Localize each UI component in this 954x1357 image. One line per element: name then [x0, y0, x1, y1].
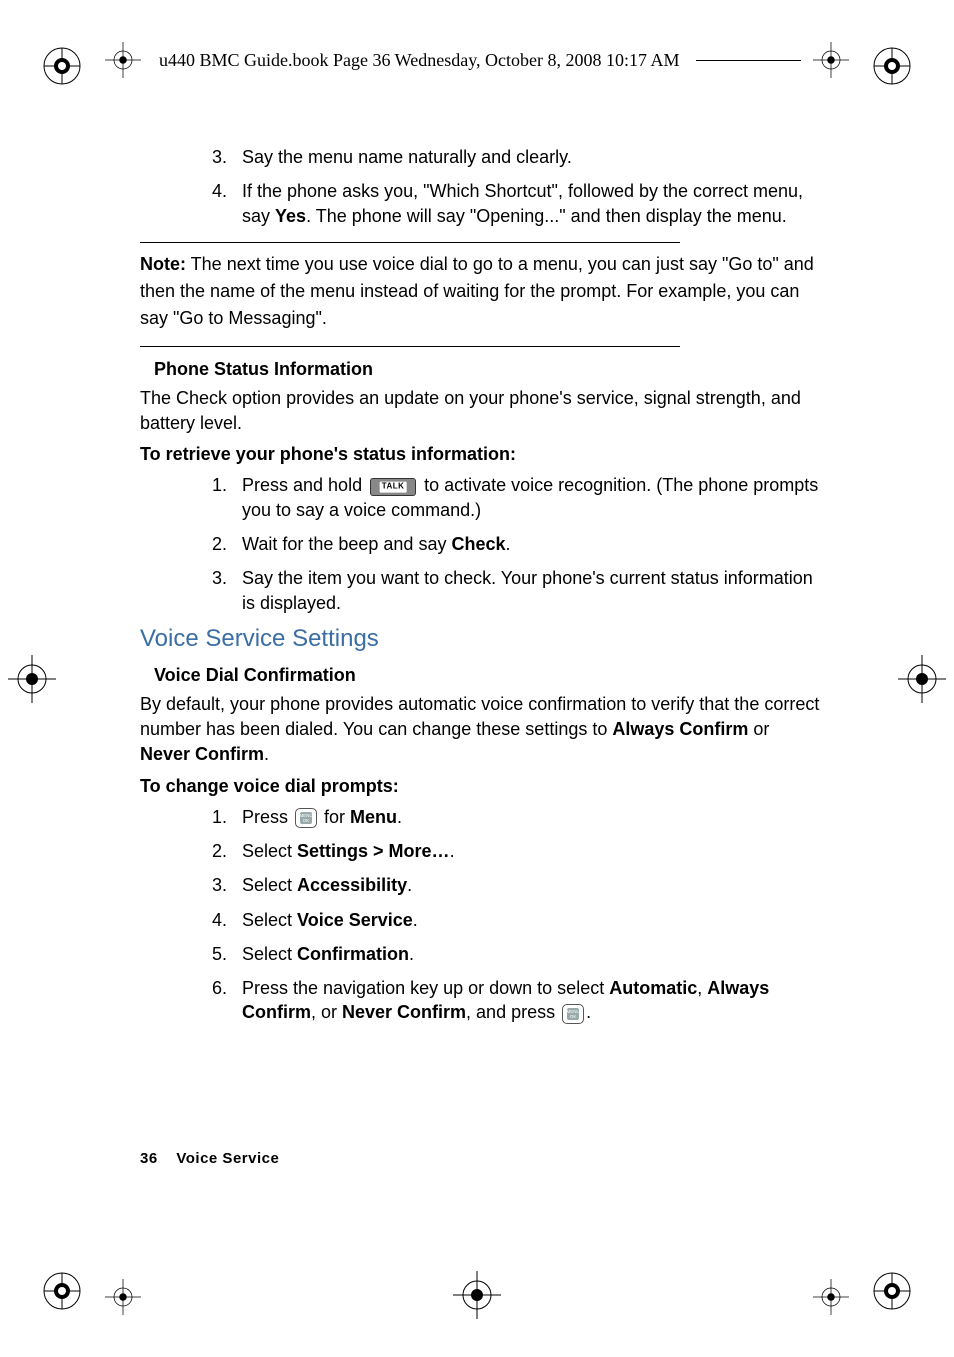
menu-ok-key-icon — [295, 808, 317, 828]
paragraph: By default, your phone provides automati… — [140, 692, 820, 768]
step-number: 5. — [212, 942, 242, 966]
footer-section: Voice Service — [176, 1150, 279, 1167]
crop-mark-icon — [105, 1279, 141, 1315]
note-text: The next time you use voice dial to go t… — [140, 254, 814, 328]
text: or — [748, 719, 769, 739]
subheading: Phone Status Information — [154, 359, 820, 380]
text: , or — [311, 1002, 342, 1022]
crop-mark-icon — [38, 42, 86, 90]
list-item: 4. Select Voice Service. — [212, 908, 820, 932]
step-text: If the phone asks you, "Which Shortcut",… — [242, 179, 820, 228]
step-text: Press the navigation key up or down to s… — [242, 976, 820, 1025]
text: Select — [242, 875, 297, 895]
talk-key-icon — [370, 478, 416, 496]
text: Select — [242, 944, 297, 964]
divider — [140, 346, 680, 347]
step-number: 1. — [212, 805, 242, 829]
step-text: Select Settings > More…. — [242, 839, 820, 863]
text: . — [413, 910, 418, 930]
text: Press the navigation key up or down to s… — [242, 978, 609, 998]
list-item: 1. Press for Menu. — [212, 805, 820, 829]
step-number: 6. — [212, 976, 242, 1025]
list-item: 3. Select Accessibility. — [212, 873, 820, 897]
crop-mark-icon — [898, 655, 946, 703]
text: Press and hold — [242, 475, 367, 495]
step-number: 3. — [212, 566, 242, 615]
page-footer: 36 Voice Service — [140, 1150, 279, 1167]
page-content: 3. Say the menu name naturally and clear… — [140, 145, 820, 1035]
step-text: Select Accessibility. — [242, 873, 820, 897]
subheading: Voice Dial Confirmation — [154, 665, 820, 686]
text: , and press — [466, 1002, 560, 1022]
step-text: Select Voice Service. — [242, 908, 820, 932]
list-item: 6. Press the navigation key up or down t… — [212, 976, 820, 1025]
paragraph: The Check option provides an update on y… — [140, 386, 820, 436]
page-number: 36 — [140, 1150, 158, 1167]
list-item: 2. Select Settings > More…. — [212, 839, 820, 863]
crop-mark-icon — [868, 1267, 916, 1315]
divider — [140, 242, 680, 243]
crop-mark-icon — [38, 1267, 86, 1315]
text: . — [450, 841, 455, 861]
list-item: 3. Say the menu name naturally and clear… — [212, 145, 820, 169]
step-number: 3. — [212, 145, 242, 169]
step-text: Say the menu name naturally and clearly. — [242, 145, 820, 169]
bold-text: Voice Service — [297, 910, 413, 930]
text: , — [697, 978, 707, 998]
step-text: Press for Menu. — [242, 805, 820, 829]
list-item: 3. Say the item you want to check. Your … — [212, 566, 820, 615]
step-number: 2. — [212, 532, 242, 556]
bold-text: Settings > More… — [297, 841, 450, 861]
text: . — [264, 744, 269, 764]
note-block: Note: The next time you use voice dial t… — [140, 251, 820, 332]
text: . — [409, 944, 414, 964]
text: . — [397, 807, 402, 827]
text: Select — [242, 910, 297, 930]
step-number: 1. — [212, 473, 242, 522]
step-text: Select Confirmation. — [242, 942, 820, 966]
howto-heading: To change voice dial prompts: — [140, 774, 820, 799]
bold-text: Accessibility — [297, 875, 407, 895]
text: . — [586, 1002, 591, 1022]
bold-text: Confirmation — [297, 944, 409, 964]
text: . The phone will say "Opening..." and th… — [306, 206, 787, 226]
text: Select — [242, 841, 297, 861]
page-header: u440 BMC Guide.book Page 36 Wednesday, O… — [115, 50, 839, 71]
step-number: 4. — [212, 179, 242, 228]
list-item: 4. If the phone asks you, "Which Shortcu… — [212, 179, 820, 228]
text: . — [505, 534, 510, 554]
crop-mark-icon — [813, 1279, 849, 1315]
bold-text: Never Confirm — [342, 1002, 466, 1022]
step-number: 2. — [212, 839, 242, 863]
bold-text: Yes — [275, 206, 306, 226]
note-label: Note: — [140, 254, 186, 274]
step-number: 3. — [212, 873, 242, 897]
step-number: 4. — [212, 908, 242, 932]
step-text: Press and hold to activate voice recogni… — [242, 473, 820, 522]
text: Press — [242, 807, 293, 827]
text: . — [407, 875, 412, 895]
header-text: u440 BMC Guide.book Page 36 Wednesday, O… — [153, 50, 686, 71]
section-title: Voice Service Settings — [140, 625, 820, 653]
header-rule — [696, 60, 801, 61]
bold-text: Check — [451, 534, 505, 554]
crop-mark-icon — [868, 42, 916, 90]
bold-text: Never Confirm — [140, 744, 264, 764]
list-item: 5. Select Confirmation. — [212, 942, 820, 966]
bold-text: Menu — [350, 807, 397, 827]
list-item: 1. Press and hold to activate voice reco… — [212, 473, 820, 522]
step-text: Wait for the beep and say Check. — [242, 532, 820, 556]
menu-ok-key-icon — [562, 1004, 584, 1024]
bold-text: Always Confirm — [612, 719, 748, 739]
crop-mark-icon — [8, 655, 56, 703]
text: Wait for the beep and say — [242, 534, 451, 554]
bold-text: Automatic — [609, 978, 697, 998]
crop-mark-icon — [453, 1271, 501, 1319]
text: for — [319, 807, 350, 827]
step-text: Say the item you want to check. Your pho… — [242, 566, 820, 615]
list-item: 2. Wait for the beep and say Check. — [212, 532, 820, 556]
howto-heading: To retrieve your phone's status informat… — [140, 442, 820, 467]
